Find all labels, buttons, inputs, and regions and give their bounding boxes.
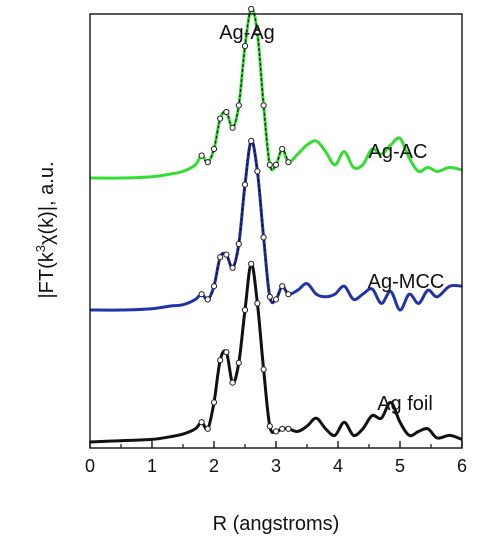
fit-point-ag-mcc bbox=[217, 254, 224, 261]
fit-point-ag-mcc bbox=[223, 251, 230, 258]
fit-point-ag-mcc bbox=[204, 296, 211, 303]
fit-point-ag-mcc bbox=[248, 137, 255, 145]
fit-point-ag-mcc bbox=[198, 291, 205, 298]
fit-point-ag-foil bbox=[210, 399, 218, 406]
fit-point-ag-ac bbox=[285, 159, 292, 166]
fit-point-ag-foil bbox=[266, 423, 273, 430]
fit-point-ag-ac bbox=[198, 152, 205, 159]
series-labels: Ag-AC Ag-MCC Ag foil bbox=[368, 141, 445, 415]
fit-point-ag-foil bbox=[198, 419, 205, 426]
series-label-ag-ac: Ag-AC bbox=[369, 141, 428, 163]
x-tick-label: 0 bbox=[85, 456, 95, 476]
fit-layer bbox=[198, 5, 292, 435]
fit-point-ag-mcc bbox=[210, 283, 218, 290]
fit-point-ag-foil bbox=[248, 260, 255, 267]
x-tick-label: 3 bbox=[271, 456, 281, 476]
fit-point-ag-mcc bbox=[235, 240, 242, 248]
fit-point-ag-ac bbox=[204, 159, 211, 166]
fit-point-ag-foil bbox=[217, 357, 224, 364]
x-tick-label: 2 bbox=[209, 456, 219, 476]
series-label-ag-foil: Ag foil bbox=[377, 393, 433, 415]
fit-point-ag-ac bbox=[248, 5, 255, 13]
fit-point-ag-ac bbox=[223, 108, 230, 116]
x-tick-label: 6 bbox=[457, 456, 467, 476]
fit-point-ag-foil bbox=[204, 425, 211, 432]
fit-point-ag-foil bbox=[241, 306, 249, 314]
x-axis-ticks: 0 1 2 3 4 5 6 bbox=[85, 441, 467, 476]
x-tick-label: 5 bbox=[395, 456, 405, 476]
y-title-post: (k)|, a.u. bbox=[36, 161, 58, 234]
fit-point-ag-ac bbox=[279, 145, 286, 153]
y-title-pre: |FT(k bbox=[36, 251, 58, 298]
x-axis-title: R (angstroms) bbox=[213, 513, 340, 535]
fit-point-ag-ac bbox=[260, 102, 267, 109]
fit-point-ag-mcc bbox=[266, 293, 273, 300]
fit-point-ag-mcc bbox=[285, 291, 292, 298]
fit-point-ag-ac bbox=[210, 145, 218, 153]
y-title-chi: χ bbox=[36, 234, 58, 245]
fit-point-ag-foil bbox=[223, 349, 230, 356]
fit-point-ag-foil bbox=[254, 300, 261, 307]
fit-point-ag-foil bbox=[279, 425, 286, 432]
x-tick-label: 1 bbox=[147, 456, 157, 476]
fit-point-ag-ac bbox=[272, 161, 280, 168]
fit-point-ag-ac bbox=[217, 115, 224, 122]
fit-point-ag-mcc bbox=[272, 296, 280, 303]
x-tick-label: 4 bbox=[333, 456, 343, 476]
fit-point-ag-mcc bbox=[279, 283, 286, 290]
y-title-superscript: 3 bbox=[33, 245, 48, 252]
fit-line-ag-foil bbox=[201, 263, 289, 434]
fit-point-ag-foil bbox=[235, 359, 242, 366]
fit-point-ag-ac bbox=[254, 29, 261, 36]
fit-point-ag-mcc bbox=[260, 234, 267, 241]
fit-point-ag-foil bbox=[260, 366, 267, 373]
series-label-ag-mcc: Ag-MCC bbox=[368, 271, 445, 293]
fit-point-ag-ac bbox=[241, 42, 249, 50]
plot-frame bbox=[89, 13, 463, 449]
fit-point-ag-mcc bbox=[241, 181, 249, 188]
y-axis-title: |FT(k3χ(k)|, a.u. bbox=[33, 161, 58, 298]
curve-layer bbox=[89, 7, 463, 444]
fit-point-ag-mcc bbox=[254, 168, 261, 175]
annotation-ag-ag: Ag-Ag bbox=[219, 22, 275, 44]
fit-point-ag-foil bbox=[229, 379, 236, 386]
fit-point-ag-foil bbox=[272, 428, 280, 435]
fit-point-ag-foil bbox=[285, 425, 292, 432]
fit-point-ag-mcc bbox=[229, 264, 236, 271]
fit-point-ag-ac bbox=[229, 124, 236, 131]
fit-point-ag-ac bbox=[235, 102, 242, 109]
fit-point-ag-ac bbox=[266, 161, 273, 168]
